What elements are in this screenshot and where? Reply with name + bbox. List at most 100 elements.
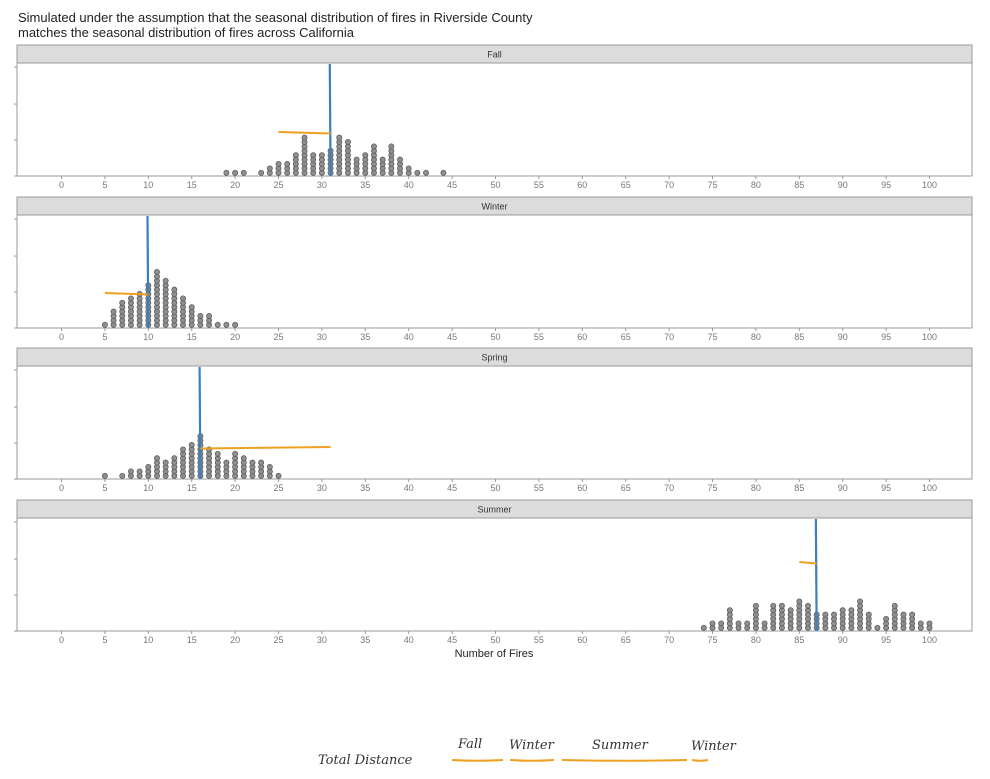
dot-summer [839,607,846,614]
x-tick-label-summer: 15 [187,635,197,645]
observed-line-winter [146,215,150,329]
total-distance-segment-label: Summer [592,738,649,753]
facet-panel-spring [16,365,973,480]
dot-spring [145,464,152,470]
x-tick-label-spring: 45 [447,483,457,493]
dot-winter [206,313,213,319]
total-distance-segment [451,759,504,762]
facet-label-summer: Summer [477,505,511,515]
dot-winter [101,321,108,328]
x-tick-label-winter: 15 [187,332,197,342]
dot-winter [154,269,160,275]
dot-spring [249,459,256,466]
x-tick-label-spring: 85 [794,483,804,493]
x-tick-label-summer: 60 [577,635,587,645]
dot-fall [397,156,403,163]
total-distance-segment [691,759,709,762]
x-tick-label-summer: 25 [273,635,283,645]
x-tick-label-spring: 25 [273,483,283,493]
total-distance-segment-label: Winter [509,738,555,753]
x-tick-label-spring: 50 [490,483,500,493]
x-tick-label-fall: 95 [881,180,891,190]
dot-spring [223,459,230,466]
dot-summer [752,602,759,609]
x-tick-label-fall: 45 [447,180,457,190]
x-tick-label-summer: 100 [922,635,937,645]
x-tick-label-fall: 50 [490,180,500,190]
x-tick-label-spring: 100 [922,483,937,493]
dot-winter [188,304,195,311]
dot-summer [700,624,707,631]
dot-fall [362,152,369,159]
dot-summer [796,598,803,605]
x-tick-label-spring: 5 [102,483,107,493]
x-tick-label-summer: 50 [490,635,500,645]
dot-winter [232,321,239,328]
dot-fall [353,156,360,163]
dot-spring [240,455,247,462]
x-tick-label-summer: 65 [621,635,631,645]
dot-summer [709,620,716,627]
dot-spring [127,468,134,475]
dot-fall [240,169,247,176]
dot-winter [223,321,230,328]
dot-fall [284,161,291,167]
x-tick-label-summer: 90 [838,635,848,645]
x-tick-label-winter: 30 [317,332,327,342]
x-tick-label-fall: 0 [59,180,64,190]
x-tick-label-winter: 80 [751,332,761,342]
x-tick-label-winter: 10 [143,332,153,342]
dot-summer [883,616,890,622]
facet-label-winter: Winter [481,202,507,212]
dot-spring [101,472,108,479]
total-distance-segment-label: Winter [691,739,737,754]
dot-winter [127,295,134,302]
dot-spring [258,459,265,466]
dot-summer [726,607,733,614]
x-tick-label-fall: 55 [534,180,544,190]
dot-winter [162,277,169,284]
x-tick-label-summer: 70 [664,635,674,645]
dot-summer [900,611,907,618]
dot-summer [770,602,777,609]
x-tick-label-summer: 5 [102,635,107,645]
facet-panel-fall [16,62,973,177]
x-tick-label-spring: 75 [707,483,717,493]
dot-fall [423,169,430,176]
dot-spring [266,464,273,470]
dot-fall [388,143,395,150]
x-tick-label-winter: 70 [664,332,674,342]
dot-winter [119,299,126,306]
x-tick-label-spring: 95 [881,483,891,493]
dot-spring [171,455,178,462]
dot-summer [874,624,881,631]
dot-summer [917,620,924,627]
x-tick-label-summer: 75 [707,635,717,645]
dot-spring [188,442,195,448]
x-tick-label-summer: 10 [143,635,153,645]
facet-panel-summer [16,517,973,632]
dot-spring [275,472,282,479]
dot-fall [405,165,412,172]
dot-summer [865,611,872,618]
x-tick-label-spring: 10 [143,483,153,493]
distance-segment-spring [200,446,331,450]
dot-fall [379,156,386,163]
x-tick-label-spring: 30 [317,483,327,493]
dot-spring [180,446,186,453]
total-distance-segment-label: Fall [457,737,482,752]
chart-title-line-2: matches the seasonal distribution of fir… [18,25,354,40]
x-tick-label-winter: 65 [621,332,631,342]
x-tick-label-summer: 20 [230,635,240,645]
x-tick-label-spring: 55 [534,483,544,493]
x-tick-label-winter: 45 [447,332,457,342]
distance-segment-winter [104,292,149,296]
x-tick-label-winter: 100 [922,332,937,342]
dot-summer [909,611,916,618]
x-tick-label-spring: 15 [187,483,197,493]
observed-line-summer [814,518,818,632]
x-tick-label-fall: 30 [317,180,327,190]
dot-fall [292,152,299,159]
facet-label-fall: Fall [487,50,502,60]
dot-fall [371,143,377,150]
